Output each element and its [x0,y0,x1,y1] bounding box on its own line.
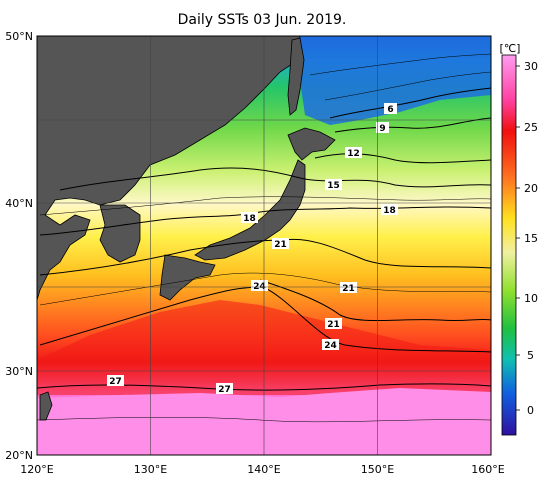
map-title: Daily SSTs 03 Jun. 2019. [178,12,347,28]
hokkaido-island [287,127,336,161]
lon-label-160: 160°E [471,463,504,476]
colorbar: [℃] 30 25 20 15 10 5 0 [500,42,538,436]
cold-water-region [300,36,491,125]
lat-label-40: 40°N [5,197,33,210]
isotherm-label-6: 6 [384,103,397,115]
isotherm-label-24b: 24 [322,339,339,351]
svg-text:24: 24 [324,341,337,351]
svg-text:12: 12 [347,149,360,159]
svg-text:21: 21 [342,284,355,294]
isotherm-labels: 6 9 12 15 18 18 21 21 21 24 24 27 27 [107,103,398,395]
plot-area: 6 9 12 15 18 18 21 21 21 24 24 27 27 [37,36,491,455]
isotherm-label-21b: 21 [340,282,357,294]
isotherm-12 [314,153,491,164]
svg-text:21: 21 [274,240,287,250]
isotherm-label-12: 12 [345,147,362,159]
svg-text:6: 6 [387,105,393,115]
isotherm-minor-3 [37,417,491,423]
lat-label-20: 20°N [5,449,33,462]
colorbar-unit: [℃] [500,42,521,55]
lon-label-140: 140°E [247,463,280,476]
korean-peninsula [99,204,141,263]
isotherm-label-9: 9 [376,122,389,134]
shikoku-kyushu [159,254,216,301]
isotherm-minor-2 [39,272,491,306]
svg-text:18: 18 [243,214,256,224]
isotherm-label-27a: 27 [107,375,124,387]
isotherm-label-18b: 18 [381,204,398,216]
isotherm-label-27b: 27 [216,383,233,395]
svg-text:18: 18 [383,206,396,216]
svg-text:15: 15 [327,181,340,191]
isotherm-minor-4 [309,53,491,76]
isotherm-label-24a: 24 [251,280,268,292]
lat-label-30: 30°N [5,365,33,378]
isotherm-6 [329,87,491,119]
lon-label-150: 150°E [361,463,394,476]
svg-text:9: 9 [379,124,385,134]
sakhalin-island [287,37,305,116]
colorbar-tick-5: 5 [527,349,534,362]
isotherm-minor-5 [324,71,491,101]
isotherm-label-18a: 18 [241,212,258,224]
taiwan-island [39,391,53,421]
isotherm-21b [259,279,491,322]
graticule [37,36,491,455]
plot-frame [36,35,492,456]
colorbar-tick-30: 30 [524,60,538,73]
isotherm-9 [334,117,491,133]
svg-text:27: 27 [218,385,231,395]
land [37,36,336,421]
isotherm-label-21a: 21 [272,238,289,250]
svg-text:27: 27 [109,377,122,387]
lat-label-50: 50°N [5,30,33,43]
longitude-axis: 120°E 130°E 140°E 150°E 160°E [20,463,504,476]
colorbar-tick-10: 10 [524,292,538,305]
isotherm-label-15: 15 [325,179,342,191]
colorbar-tick-25: 25 [524,121,538,134]
colorbar-tick-15: 15 [524,232,538,245]
lon-label-130: 130°E [134,463,167,476]
isotherm-label-21c: 21 [325,318,342,330]
isotherm-minor-1 [39,196,491,216]
isotherm-15 [59,167,491,191]
colorbar-tick-20: 20 [524,182,538,195]
colorbar-scale [501,54,517,436]
colorbar-tick-0: 0 [527,404,534,417]
asian-continent [37,36,301,301]
svg-text:21: 21 [327,320,340,330]
lon-label-120: 120°E [20,463,53,476]
latitude-axis: 50°N 40°N 30°N 20°N [5,30,33,462]
